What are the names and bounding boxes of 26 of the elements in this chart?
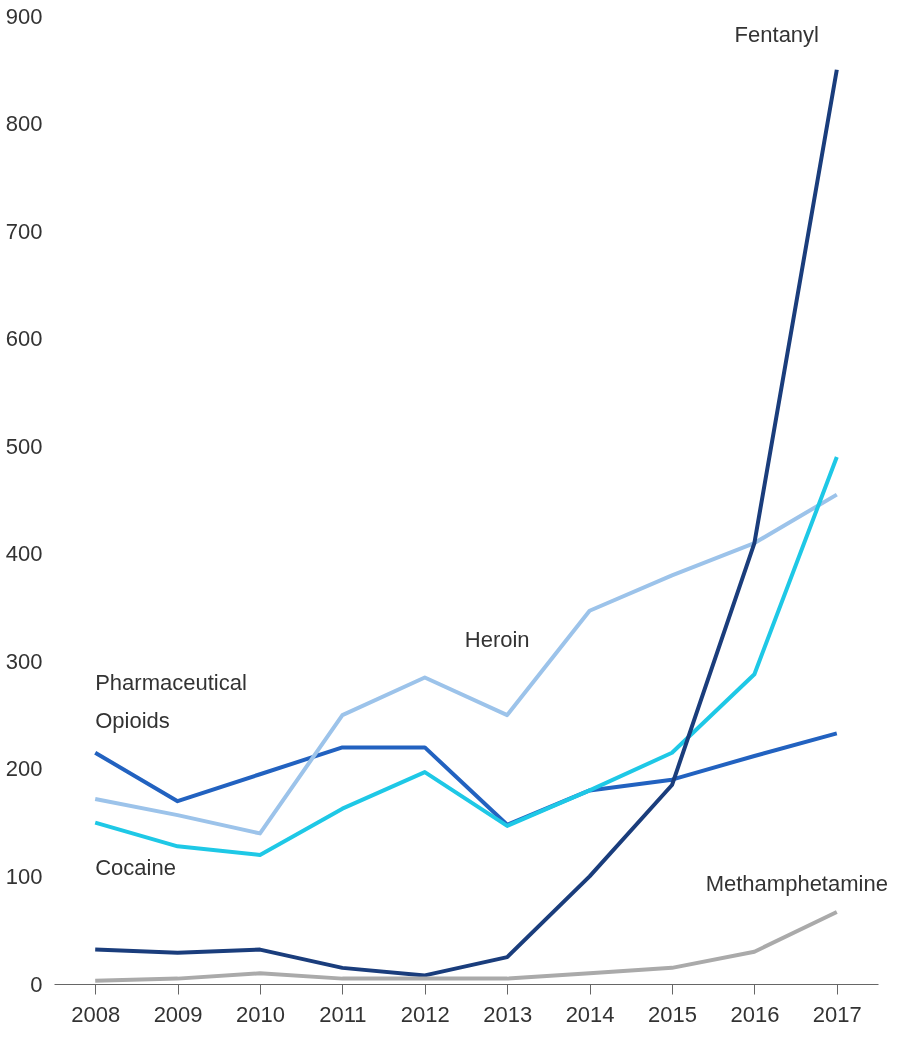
x-tick-label: 2009 bbox=[153, 1001, 203, 1027]
y-tick-label: 400 bbox=[5, 541, 43, 567]
y-tick-label: 200 bbox=[5, 756, 43, 782]
series-label: Heroin bbox=[464, 627, 530, 653]
series-label: Cocaine bbox=[95, 854, 176, 880]
y-tick-label: 100 bbox=[5, 863, 43, 889]
y-tick-label: 500 bbox=[5, 433, 43, 459]
series-label: Methamphetamine bbox=[705, 870, 888, 896]
line-series bbox=[93, 909, 839, 983]
y-tick-label: 300 bbox=[5, 648, 43, 674]
x-tick-label: 2017 bbox=[812, 1001, 862, 1027]
y-tick-label: 700 bbox=[5, 218, 43, 244]
x-tick-label: 2008 bbox=[71, 1001, 121, 1027]
x-tick-label: 2011 bbox=[319, 1001, 367, 1027]
x-tick-label: 2014 bbox=[565, 1001, 615, 1027]
x-tick-label: 2016 bbox=[730, 1001, 780, 1027]
x-tick-label: 2012 bbox=[400, 1001, 450, 1027]
x-tick-label: 2013 bbox=[483, 1001, 533, 1027]
series-label: Fentanyl bbox=[734, 21, 819, 47]
y-tick-label: 0 bbox=[30, 971, 43, 997]
y-tick-label: 800 bbox=[5, 111, 43, 137]
y-tick-label: 900 bbox=[5, 3, 43, 29]
y-tick-label: 600 bbox=[5, 326, 43, 352]
x-tick-label: 2010 bbox=[236, 1001, 285, 1027]
series-label: Pharmaceutical Opioids bbox=[95, 669, 247, 733]
x-tick-label: 2015 bbox=[648, 1001, 697, 1027]
